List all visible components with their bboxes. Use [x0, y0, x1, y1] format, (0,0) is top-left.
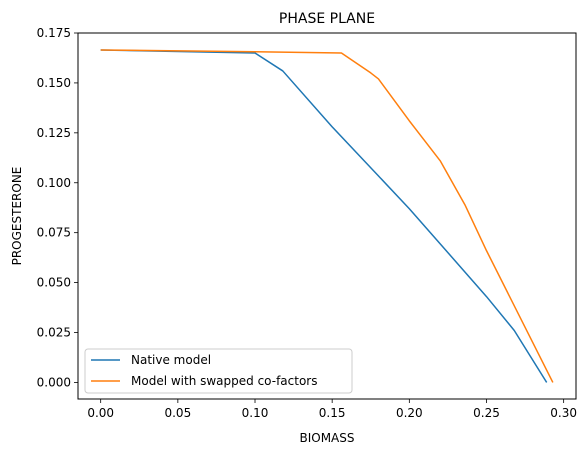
x-tick-label: 0.05	[164, 406, 191, 420]
chart-title: PHASE PLANE	[279, 11, 375, 27]
legend-label-1: Native model	[131, 353, 211, 367]
x-tick-label: 0.20	[396, 406, 423, 420]
legend: Native model Model with swapped co-factor…	[85, 349, 352, 393]
legend-label-2: Model with swapped co-factors	[131, 374, 318, 388]
y-tick-label: 0.075	[37, 226, 71, 240]
x-tick-label: 0.30	[550, 406, 577, 420]
y-axis: 0.000 0.025 0.050 0.075 0.100 0.125 0.150 0.175	[37, 26, 78, 389]
x-tick-label: 0.00	[87, 406, 114, 420]
y-tick-label: 0.175	[37, 26, 71, 40]
plot-area	[101, 50, 553, 382]
x-tick-label: 0.15	[319, 406, 346, 420]
x-axis: 0.00 0.05 0.10 0.15 0.20 0.25 0.30	[87, 399, 577, 420]
series-line-2	[101, 50, 553, 382]
x-tick-label: 0.25	[473, 406, 500, 420]
y-tick-label: 0.000	[37, 375, 71, 389]
series-line-1	[101, 50, 547, 382]
y-tick-label: 0.125	[37, 126, 71, 140]
axes-frame	[78, 33, 576, 399]
y-axis-label: PROGESTERONE	[10, 167, 24, 266]
x-axis-label: BIOMASS	[299, 431, 354, 445]
y-tick-label: 0.025	[37, 326, 71, 340]
y-tick-label: 0.150	[37, 76, 71, 90]
x-tick-label: 0.10	[242, 406, 269, 420]
y-tick-label: 0.100	[37, 176, 71, 190]
y-tick-label: 0.050	[37, 276, 71, 290]
